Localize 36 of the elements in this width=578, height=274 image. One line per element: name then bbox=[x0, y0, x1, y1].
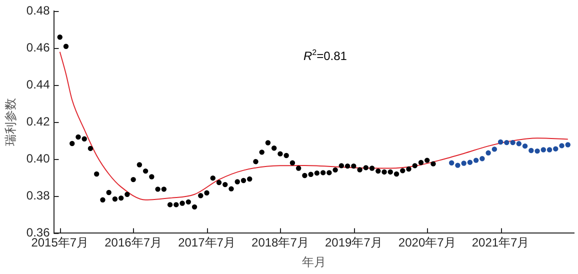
point bbox=[498, 139, 504, 145]
point bbox=[522, 143, 528, 149]
x-axis-title: 年月 bbox=[302, 255, 326, 270]
point bbox=[546, 147, 552, 152]
point bbox=[448, 160, 454, 166]
y-tick-label: 0.42 bbox=[26, 114, 50, 129]
point bbox=[553, 146, 558, 152]
point bbox=[534, 148, 540, 154]
y-tick-label: 0.46 bbox=[26, 40, 50, 55]
point bbox=[473, 158, 479, 163]
x-tick-label: 2018年7月 bbox=[252, 236, 309, 250]
point bbox=[540, 147, 546, 152]
point bbox=[510, 140, 516, 146]
x-tick-label: 2019年7月 bbox=[324, 236, 382, 250]
point bbox=[504, 140, 510, 146]
x-tick-label: 2020年7月 bbox=[398, 236, 456, 250]
point bbox=[480, 156, 485, 162]
y-tick-label: 0.48 bbox=[26, 4, 50, 18]
line-series bbox=[59, 51, 568, 200]
point bbox=[467, 160, 473, 165]
point bbox=[559, 143, 564, 148]
point bbox=[486, 150, 491, 156]
point bbox=[455, 162, 460, 168]
point bbox=[461, 160, 466, 166]
point bbox=[516, 141, 522, 146]
y-tick-label: 0.40 bbox=[26, 152, 50, 166]
x-tick-label: 2017年7月 bbox=[178, 236, 236, 250]
x-tick-label: 2016年7月 bbox=[104, 236, 162, 250]
x-tick-label: 2015年7月 bbox=[31, 236, 89, 250]
x-tick-label: 2021年7月 bbox=[472, 236, 530, 250]
y-tick-label: 0.44 bbox=[26, 78, 50, 92]
point bbox=[528, 148, 534, 154]
y-axis-title: 瑞利参数 bbox=[4, 98, 18, 146]
y-tick-label: 0.38 bbox=[26, 188, 50, 203]
point bbox=[492, 146, 498, 152]
point bbox=[565, 142, 570, 148]
